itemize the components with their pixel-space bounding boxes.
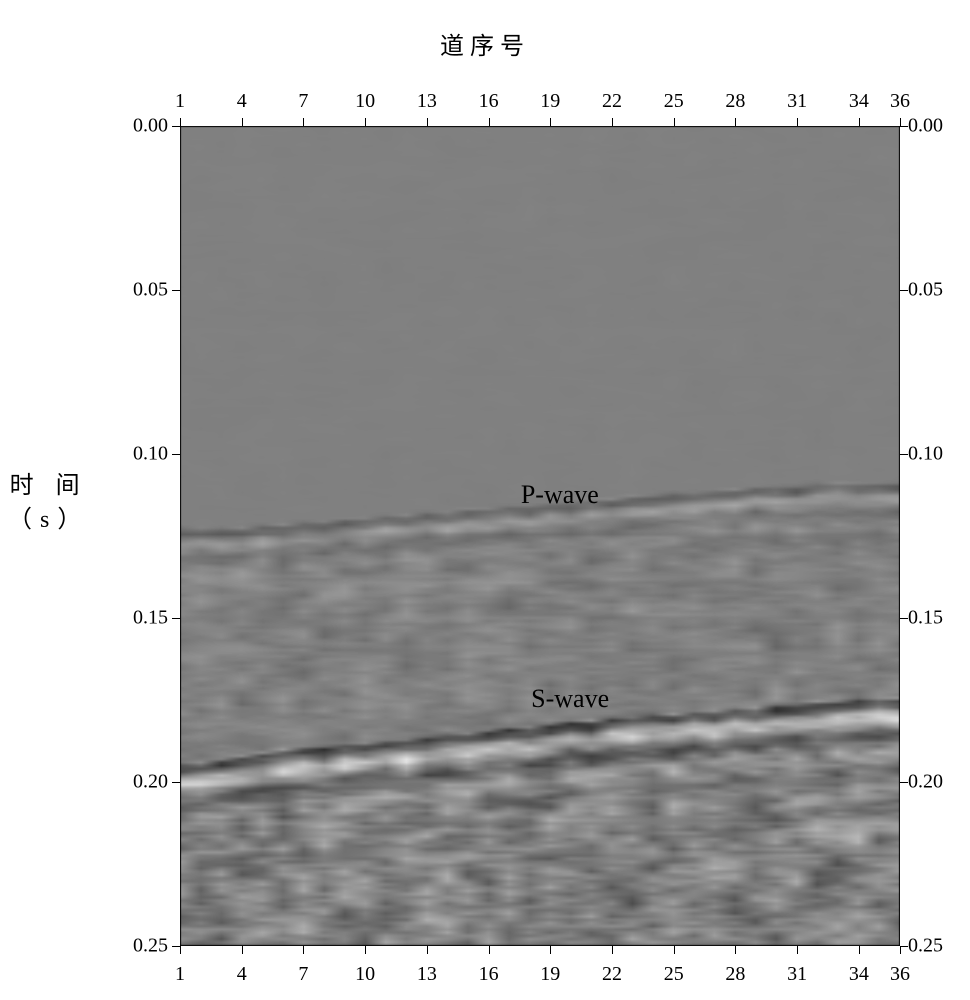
x-tick-label: 19 bbox=[540, 963, 560, 986]
x-tick-label: 13 bbox=[417, 90, 437, 113]
y-tick-mark bbox=[900, 454, 908, 455]
x-tick-label: 7 bbox=[298, 963, 308, 986]
x-tick-label: 4 bbox=[237, 90, 247, 113]
x-tick-label: 7 bbox=[298, 90, 308, 113]
x-tick-label: 16 bbox=[479, 963, 499, 986]
y-tick-label: 0.00 bbox=[114, 115, 168, 138]
x-tick-mark bbox=[427, 946, 428, 954]
x-tick-mark bbox=[797, 946, 798, 954]
x-tick-mark bbox=[180, 946, 181, 954]
y-axis-label: 时 间 （s） bbox=[8, 470, 89, 537]
x-tick-mark bbox=[900, 118, 901, 126]
x-tick-mark bbox=[303, 118, 304, 126]
x-tick-mark bbox=[489, 118, 490, 126]
wave-annotation: P-wave bbox=[521, 480, 599, 510]
y-tick-mark bbox=[172, 290, 180, 291]
x-tick-label: 36 bbox=[890, 90, 910, 113]
x-tick-label: 16 bbox=[479, 90, 499, 113]
x-tick-mark bbox=[612, 946, 613, 954]
x-tick-label: 10 bbox=[355, 963, 375, 986]
x-tick-mark bbox=[365, 118, 366, 126]
x-tick-mark bbox=[365, 946, 366, 954]
y-tick-label: 0.20 bbox=[908, 771, 962, 794]
y-tick-mark bbox=[900, 946, 908, 947]
x-tick-label: 1 bbox=[175, 963, 185, 986]
y-tick-mark bbox=[172, 126, 180, 127]
y-tick-label: 0.05 bbox=[114, 279, 168, 302]
x-tick-mark bbox=[612, 118, 613, 126]
x-tick-label: 19 bbox=[540, 90, 560, 113]
y-tick-mark bbox=[172, 618, 180, 619]
x-tick-label: 34 bbox=[849, 963, 869, 986]
x-tick-mark bbox=[735, 118, 736, 126]
x-tick-mark bbox=[489, 946, 490, 954]
y-tick-mark bbox=[900, 782, 908, 783]
x-tick-mark bbox=[900, 946, 901, 954]
x-tick-label: 10 bbox=[355, 90, 375, 113]
y-tick-label: 0.25 bbox=[114, 935, 168, 958]
wave-annotation: S-wave bbox=[531, 684, 609, 714]
y-tick-label: 0.15 bbox=[114, 607, 168, 630]
x-tick-label: 13 bbox=[417, 963, 437, 986]
y-tick-mark bbox=[900, 290, 908, 291]
x-tick-label: 34 bbox=[849, 90, 869, 113]
x-tick-mark bbox=[859, 946, 860, 954]
x-tick-mark bbox=[427, 118, 428, 126]
y-tick-mark bbox=[172, 454, 180, 455]
x-tick-label: 31 bbox=[787, 963, 807, 986]
x-axis-title-top: 道序号 bbox=[440, 26, 530, 61]
x-tick-mark bbox=[735, 946, 736, 954]
x-tick-mark bbox=[797, 118, 798, 126]
x-tick-mark bbox=[550, 118, 551, 126]
x-tick-label: 22 bbox=[602, 963, 622, 986]
x-tick-mark bbox=[859, 118, 860, 126]
y-axis-label-line1: 时 间 bbox=[8, 470, 89, 504]
y-tick-mark bbox=[900, 618, 908, 619]
x-tick-mark bbox=[674, 946, 675, 954]
y-tick-label: 0.25 bbox=[908, 935, 962, 958]
y-tick-label: 0.05 bbox=[908, 279, 962, 302]
x-tick-mark bbox=[180, 118, 181, 126]
x-tick-mark bbox=[674, 118, 675, 126]
x-tick-mark bbox=[242, 946, 243, 954]
x-tick-mark bbox=[242, 118, 243, 126]
x-tick-label: 22 bbox=[602, 90, 622, 113]
y-tick-label: 0.20 bbox=[114, 771, 168, 794]
y-tick-label: 0.15 bbox=[908, 607, 962, 630]
seismic-density-canvas bbox=[180, 126, 900, 946]
seismic-plot-frame: 1144771010131316161919222225252828313134… bbox=[180, 126, 900, 946]
x-tick-label: 25 bbox=[664, 90, 684, 113]
x-tick-label: 36 bbox=[890, 963, 910, 986]
y-tick-label: 0.10 bbox=[908, 443, 962, 466]
y-tick-mark bbox=[172, 782, 180, 783]
y-tick-label: 0.10 bbox=[114, 443, 168, 466]
x-tick-mark bbox=[303, 946, 304, 954]
x-tick-label: 31 bbox=[787, 90, 807, 113]
x-tick-label: 28 bbox=[725, 90, 745, 113]
y-tick-mark bbox=[172, 946, 180, 947]
y-axis-label-line2: （s） bbox=[8, 504, 89, 538]
y-tick-mark bbox=[900, 126, 908, 127]
x-tick-label: 28 bbox=[725, 963, 745, 986]
x-tick-label: 25 bbox=[664, 963, 684, 986]
x-tick-label: 1 bbox=[175, 90, 185, 113]
x-tick-label: 4 bbox=[237, 963, 247, 986]
x-tick-mark bbox=[550, 946, 551, 954]
y-tick-label: 0.00 bbox=[908, 115, 962, 138]
